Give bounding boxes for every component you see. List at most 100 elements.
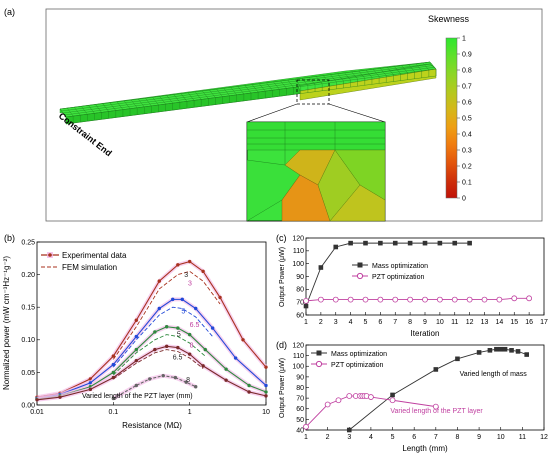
exp-point: [224, 378, 228, 382]
panel-c-plot-area: [305, 237, 545, 316]
y-tick-label: 0.00: [21, 402, 35, 409]
mesh-line: [415, 63, 422, 71]
mesh-line: [273, 81, 280, 90]
mesh-line: [394, 66, 401, 74]
proof-mass-side: [299, 68, 437, 101]
series-point: [390, 392, 395, 398]
series-point: [467, 240, 472, 246]
zoom-line-left: [246, 103, 298, 123]
x-tick-label: 17: [540, 319, 548, 326]
fem-line: [113, 349, 204, 380]
mesh-line: [266, 82, 273, 91]
zoom-box: [296, 79, 330, 105]
zoom-line-right: [328, 103, 386, 123]
x-tick-label: 3: [334, 319, 338, 326]
mesh-line: [74, 107, 81, 116]
y-tick-label: 110: [293, 353, 304, 360]
zoom-inset: [246, 121, 386, 222]
mesh-line: [230, 87, 237, 95]
exp-point: [164, 344, 169, 349]
x-tick-label: 5: [391, 434, 395, 441]
panel-c-legend: Mass optimization PZT optimization: [352, 262, 428, 281]
x-tick-label: 9: [423, 319, 427, 326]
exp-point: [180, 297, 184, 302]
series-point: [347, 296, 354, 303]
panel-d-xlabel: Length (mm): [402, 444, 448, 453]
mesh-line: [116, 101, 124, 110]
exp-point: [187, 259, 192, 264]
exp-point: [176, 345, 180, 350]
exp-point: [176, 326, 180, 330]
y-tick-label: 110: [293, 248, 304, 255]
legend-d-mass: Mass optimization: [331, 351, 387, 358]
exp-point: [194, 385, 198, 389]
fem-line: [112, 306, 213, 368]
exp-point: [203, 347, 207, 352]
exp-point: [264, 390, 268, 394]
exp-point: [224, 367, 228, 371]
x-tick-label: 1: [304, 434, 308, 441]
mesh-line: [380, 68, 387, 76]
curve-label: 5: [181, 309, 185, 316]
exp-line: [36, 298, 267, 400]
series-point: [422, 296, 428, 303]
y-tick-label: 60: [296, 406, 304, 413]
mesh-line: [287, 79, 294, 88]
series-point: [476, 350, 482, 355]
exp-point: [201, 364, 205, 368]
mesh-line: [308, 77, 316, 85]
series-point: [303, 423, 309, 430]
series-point: [509, 348, 514, 353]
panel-d-ylabel: Output Power (μW): [279, 358, 286, 418]
x-tick-label: 0.1: [108, 409, 118, 416]
legend-fem: FEM simulation: [62, 263, 117, 272]
series-point: [407, 240, 413, 246]
exp-point: [153, 330, 157, 334]
exp-point: [187, 352, 192, 356]
mesh-line: [358, 70, 365, 79]
y-tick-label: 0.25: [21, 239, 35, 246]
mesh-line: [216, 89, 223, 97]
curve-label: 8: [190, 343, 194, 350]
series-point: [303, 297, 309, 304]
x-tick-label: 12: [466, 319, 474, 326]
series-point: [324, 401, 331, 408]
x-tick-label: 11: [451, 319, 458, 326]
series-point: [432, 403, 439, 410]
panel-b-yticks: 0.00 0.05 0.10 0.15 0.20 0.25: [21, 239, 40, 409]
exp-point: [241, 338, 245, 342]
exp-point: [233, 356, 238, 360]
y-tick-label: 80: [296, 287, 304, 294]
exp-point: [111, 396, 116, 401]
series-point: [346, 393, 353, 399]
series-point: [524, 352, 529, 357]
x-tick-label: 5: [364, 319, 368, 326]
exp-point: [157, 306, 161, 311]
panel-c-series: [303, 240, 533, 309]
series-point: [335, 397, 342, 404]
x-tick-label: 4: [349, 319, 353, 326]
x-tick-label: 2: [326, 434, 330, 441]
y-tick-label: 80: [296, 385, 304, 392]
mesh-line: [145, 98, 152, 107]
x-tick-label: 16: [525, 319, 533, 326]
mesh-line: [88, 105, 95, 114]
colorbar-tick-label: 0.5: [462, 116, 472, 123]
series-point: [332, 296, 339, 303]
panel-b-ylabel: Normalized power (mW cm⁻³Hz⁻¹g⁻²): [2, 256, 11, 390]
colorbar-tick-label: 0.2: [462, 164, 472, 171]
y-tick-label: 70: [296, 300, 304, 307]
series-point: [498, 346, 504, 352]
x-tick-label: 14: [495, 319, 503, 326]
legend-c-pzt: PZT optimization: [372, 274, 424, 281]
panel-c-label: (c): [276, 233, 287, 243]
colorbar-tick-label: 0: [462, 196, 466, 203]
series-point: [452, 240, 458, 246]
mesh-line: [294, 79, 301, 87]
series-point: [303, 303, 309, 309]
y-tick-label: 0.05: [21, 370, 35, 377]
curve-label: 5: [177, 332, 181, 339]
